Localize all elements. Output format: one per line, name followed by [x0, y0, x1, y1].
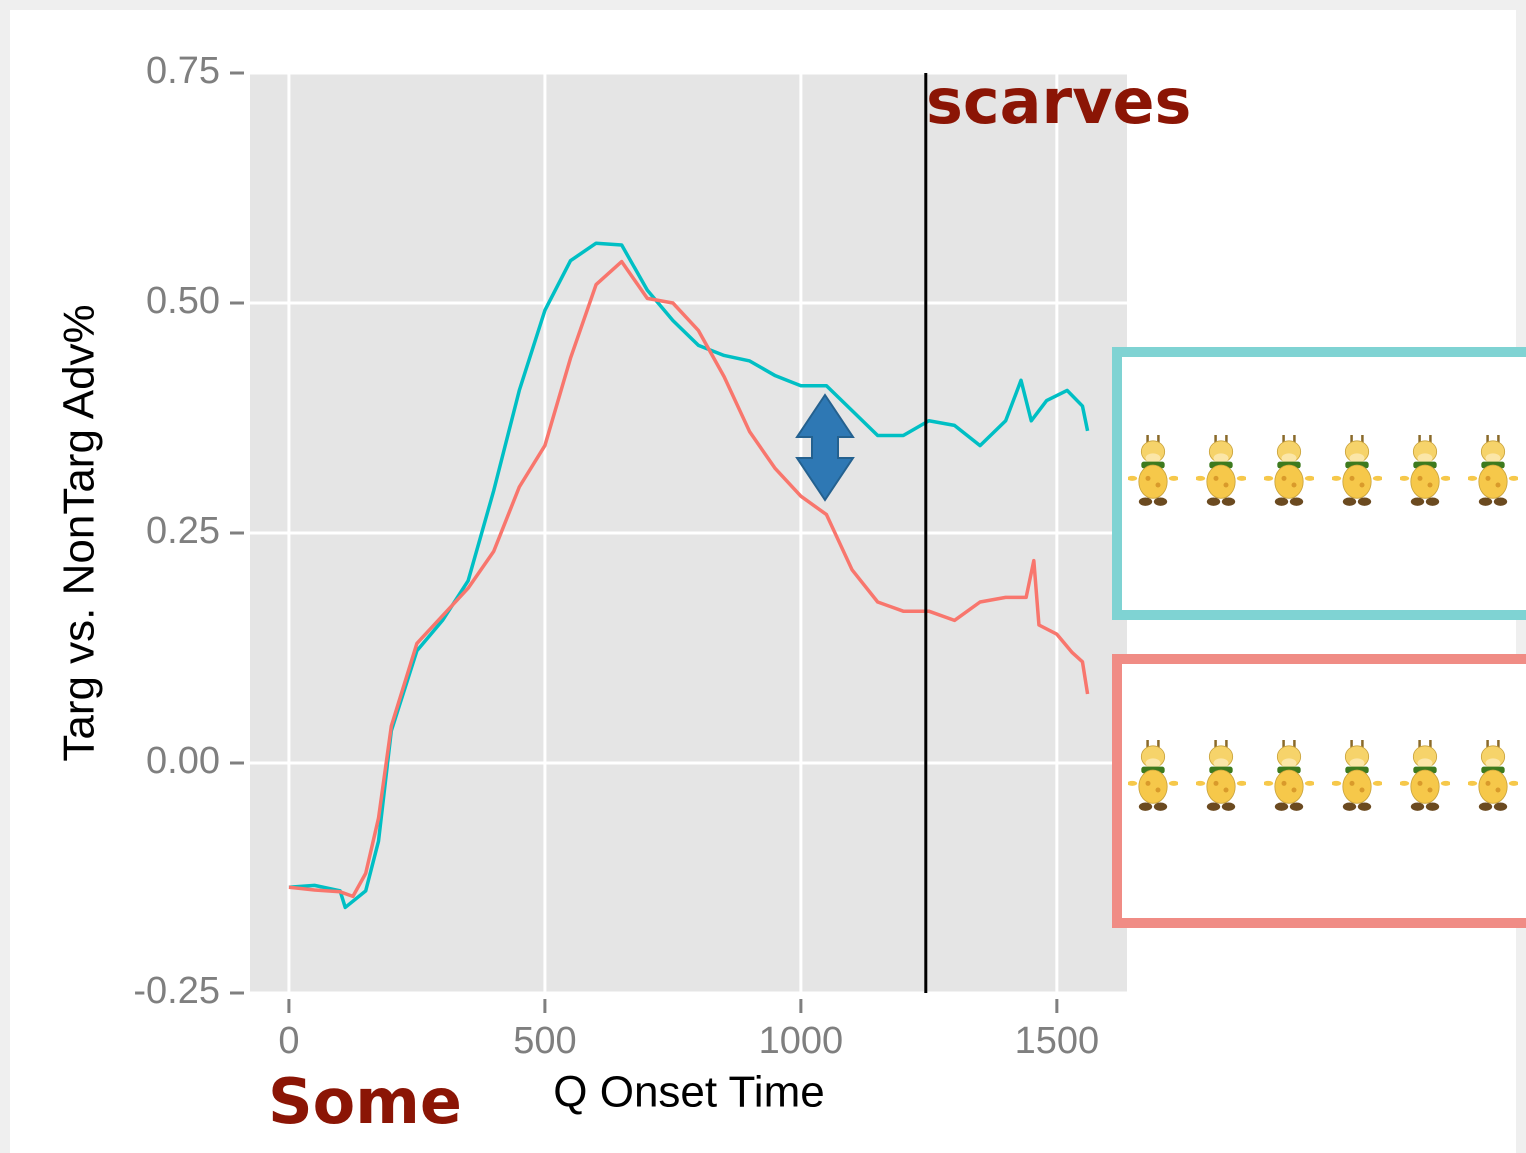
- y-axis-title: Targ vs. NonTarg Adv%: [55, 304, 104, 761]
- x-tick-label: 500: [513, 1020, 576, 1062]
- box: [1112, 347, 1526, 620]
- plot: [250, 71, 1127, 995]
- y-tick-label: 0.75: [146, 50, 220, 92]
- y-tick-label: 0.25: [146, 510, 220, 552]
- x-tick-label: 1500: [1015, 1020, 1100, 1062]
- x-tick-label: 1000: [759, 1020, 844, 1062]
- condition-box-teal: [1112, 347, 1526, 620]
- condition-box-red: [1112, 654, 1526, 928]
- y-tick-label: -0.25: [133, 970, 220, 1012]
- x-axis-title: Q Onset Time: [553, 1068, 824, 1117]
- annotation: scarves: [926, 65, 1191, 138]
- series-line: [288, 259, 1090, 899]
- difference-arrow: [795, 393, 855, 502]
- box: [1112, 654, 1526, 928]
- y-tick-label: 0.00: [146, 740, 220, 782]
- x-tick-label: 0: [278, 1020, 299, 1062]
- y-tick-label: 0.50: [146, 280, 220, 322]
- annotation: Some: [268, 1065, 462, 1138]
